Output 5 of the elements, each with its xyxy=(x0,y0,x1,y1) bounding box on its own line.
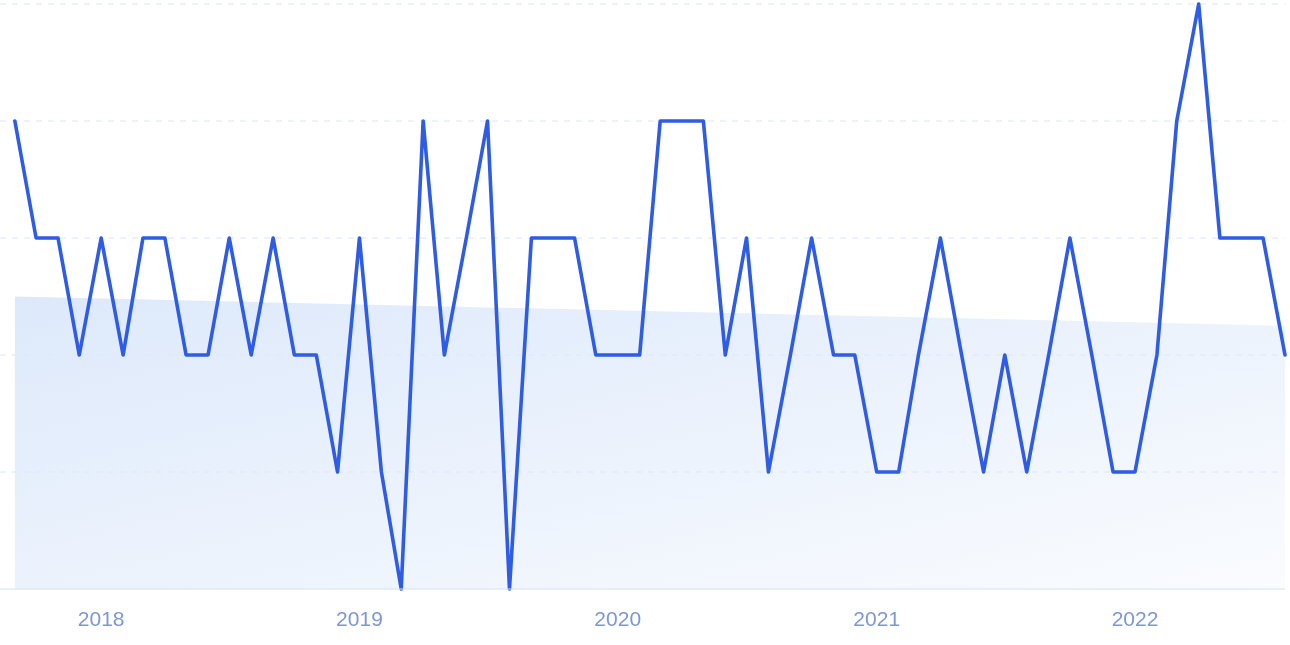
x-tick-label: 2018 xyxy=(77,607,125,630)
x-tick-label: 2020 xyxy=(594,607,642,630)
x-tick-label: 2022 xyxy=(1111,607,1159,630)
x-tick-label: 2019 xyxy=(336,607,383,630)
x-tick-label: 2021 xyxy=(853,607,901,630)
